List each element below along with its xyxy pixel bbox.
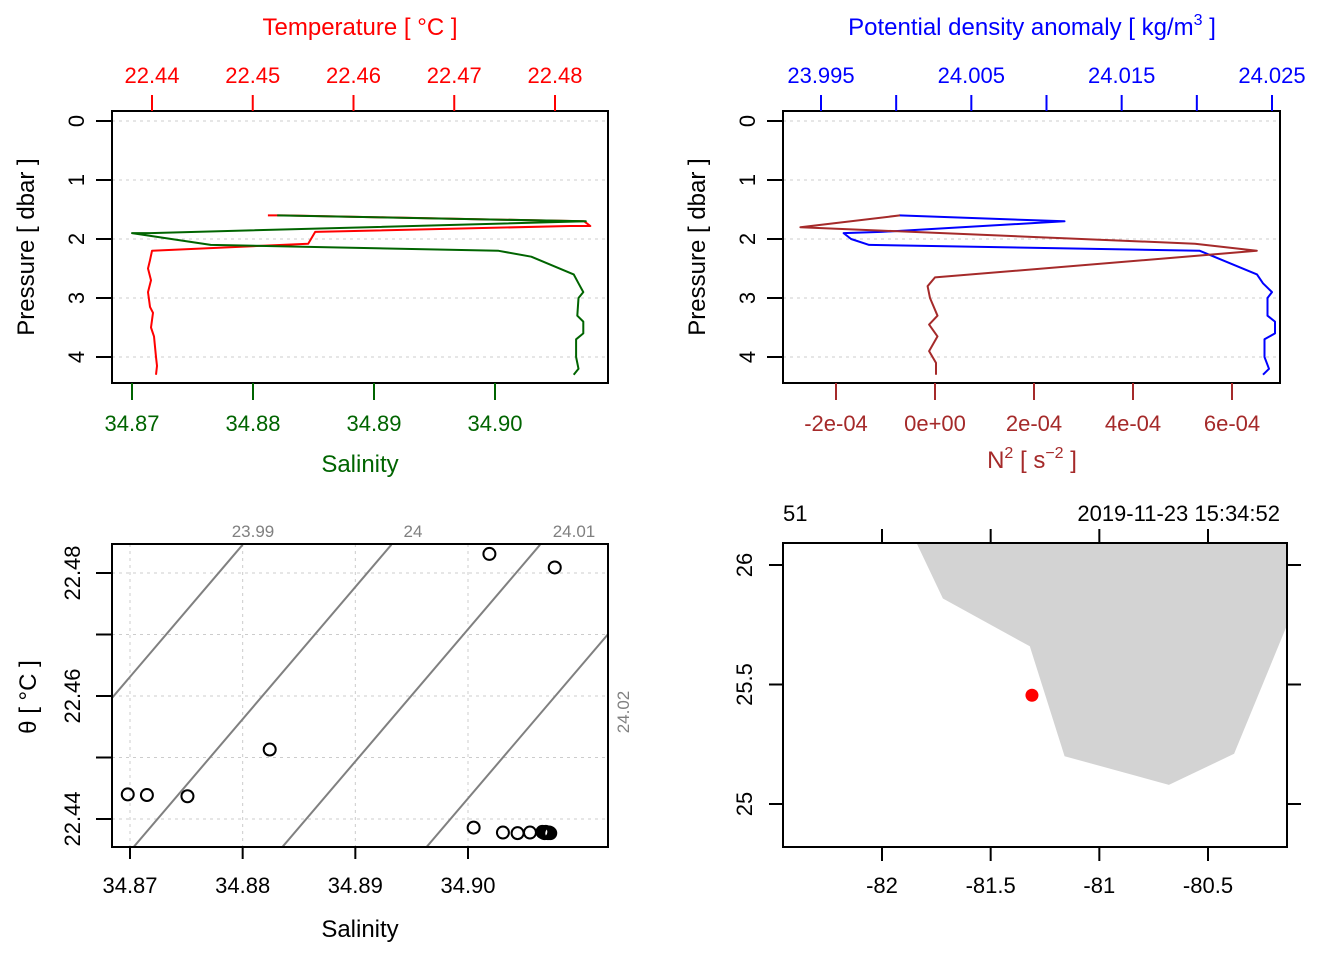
x-tick-label: 34.90 — [440, 873, 495, 898]
top-axis-tick-label: 22.48 — [527, 63, 582, 88]
isopycnal-line — [281, 544, 541, 847]
top-axis-tick-label: 22.45 — [225, 63, 280, 88]
x-tick-label: 34.87 — [102, 873, 157, 898]
series-line-density — [842, 214, 1276, 376]
panel-density-n2-profile: 0 1 2 3 4 Pressure [ dbar ] 23.995 24.005 24.015… — [684, 12, 1306, 474]
x-tick-label: -82 — [866, 873, 898, 898]
y-tick-label: 3 — [64, 292, 89, 304]
y-tick-label: 22.44 — [60, 791, 85, 846]
data-point — [522, 825, 537, 840]
top-axis-tick-label: 22.46 — [326, 63, 381, 88]
series-line-n2 — [799, 214, 1258, 375]
bottom-axis-tick-label: 34.90 — [467, 411, 522, 436]
series-line-temperature — [147, 214, 592, 375]
x-tick-label: -81 — [1083, 873, 1115, 898]
y-tick-label: 25 — [732, 792, 757, 816]
x-axis-title: Salinity — [321, 916, 398, 943]
bottom-axis-title: Salinity — [321, 451, 398, 478]
plot-frame — [782, 110, 1281, 384]
y-tick-label: 26 — [732, 553, 757, 577]
data-point — [262, 742, 277, 757]
data-point — [466, 820, 481, 835]
x-tick-label: 34.89 — [328, 873, 383, 898]
y-axis-title: θ [ °C ] — [15, 660, 42, 734]
data-point — [482, 546, 497, 561]
bottom-axis-tick-label: 6e-04 — [1204, 411, 1260, 436]
series-line-salinity — [131, 214, 587, 376]
top-axis-tick-label: 22.47 — [427, 63, 482, 88]
station-marker — [1025, 688, 1039, 702]
isopycnal-label: 23.99 — [232, 522, 275, 541]
bottom-axis-tick-label: 34.89 — [346, 411, 401, 436]
data-point — [180, 789, 195, 804]
bottom-axis-tick-label: 0e+00 — [904, 411, 966, 436]
bottom-axis-tick-label: -2e-04 — [804, 411, 868, 436]
data-point — [139, 788, 154, 803]
isopycnal-lines — [112, 544, 608, 847]
top-axis-tick-label: 24.015 — [1088, 63, 1155, 88]
y-tick-label: 0 — [64, 115, 89, 127]
isopycnal-label: 24.02 — [614, 691, 633, 734]
data-point — [542, 825, 557, 840]
y-tick-label: 22.46 — [60, 668, 85, 723]
data-point — [547, 560, 562, 575]
top-axis-tick-label: 22.44 — [124, 63, 179, 88]
land-polygon — [916, 543, 1287, 785]
top-axis-title: Potential density anomaly [ kg/m3 ] — [848, 12, 1216, 41]
bottom-axis-tick-label: 34.88 — [225, 411, 280, 436]
top-axis-title: Temperature [ °C ] — [263, 14, 458, 41]
station-id-label: 51 — [783, 501, 807, 526]
data-point — [495, 825, 510, 840]
data-point — [510, 826, 525, 841]
y-tick-label: 2 — [735, 233, 760, 245]
y-tick-label: 22.48 — [60, 545, 85, 600]
isopycnal-line — [425, 632, 608, 847]
data-point — [120, 787, 135, 802]
y-tick-label: 3 — [735, 292, 760, 304]
y-tick-label: 4 — [64, 351, 89, 363]
bottom-axis-tick-label: 4e-04 — [1105, 411, 1161, 436]
top-axis-tick-label: 24.025 — [1238, 63, 1305, 88]
isopycnal-line — [132, 544, 393, 847]
top-axis-tick-label: 23.995 — [787, 63, 854, 88]
x-tick-label: -80.5 — [1183, 873, 1233, 898]
x-tick-label: -81.5 — [966, 873, 1016, 898]
top-axis-tick-label: 24.005 — [938, 63, 1005, 88]
bottom-axis-tick-label: 34.87 — [104, 411, 159, 436]
panel-station-map: -82 -81.5 -81 -80.5 25 25.5 26 51 2019-11-23 15:… — [732, 501, 1301, 898]
isopycnal-line — [112, 544, 244, 700]
bottom-axis-title: N2 [ s−2 ] — [987, 445, 1077, 474]
y-tick-label: 4 — [735, 351, 760, 363]
x-tick-label: 34.88 — [215, 873, 270, 898]
y-tick-label: 1 — [735, 174, 760, 186]
isopycnal-label: 24.01 — [553, 522, 596, 541]
y-tick-label: 25.5 — [732, 663, 757, 706]
y-tick-label: 2 — [64, 233, 89, 245]
y-tick-label: 1 — [64, 174, 89, 186]
panel-ts-diagram: 23.99 24 24.01 24.02 34.87 34.88 34.89 34.90 Sal… — [15, 522, 633, 943]
data-point — [536, 825, 551, 840]
y-axis-title: Pressure [ dbar ] — [684, 158, 711, 335]
isopycnal-label: 24 — [404, 522, 423, 541]
bottom-axis-tick-label: 2e-04 — [1006, 411, 1062, 436]
y-axis-title: Pressure [ dbar ] — [13, 158, 40, 335]
y-tick-label: 0 — [735, 115, 760, 127]
plot-frame — [111, 110, 609, 384]
panel-temperature-salinity-profile: 0 1 2 3 4 Pressure [ dbar ] 22.44 22.45 22.46 22.… — [13, 14, 609, 478]
plot-frame — [782, 542, 1288, 848]
timestamp-label: 2019-11-23 15:34:52 — [1077, 501, 1280, 526]
